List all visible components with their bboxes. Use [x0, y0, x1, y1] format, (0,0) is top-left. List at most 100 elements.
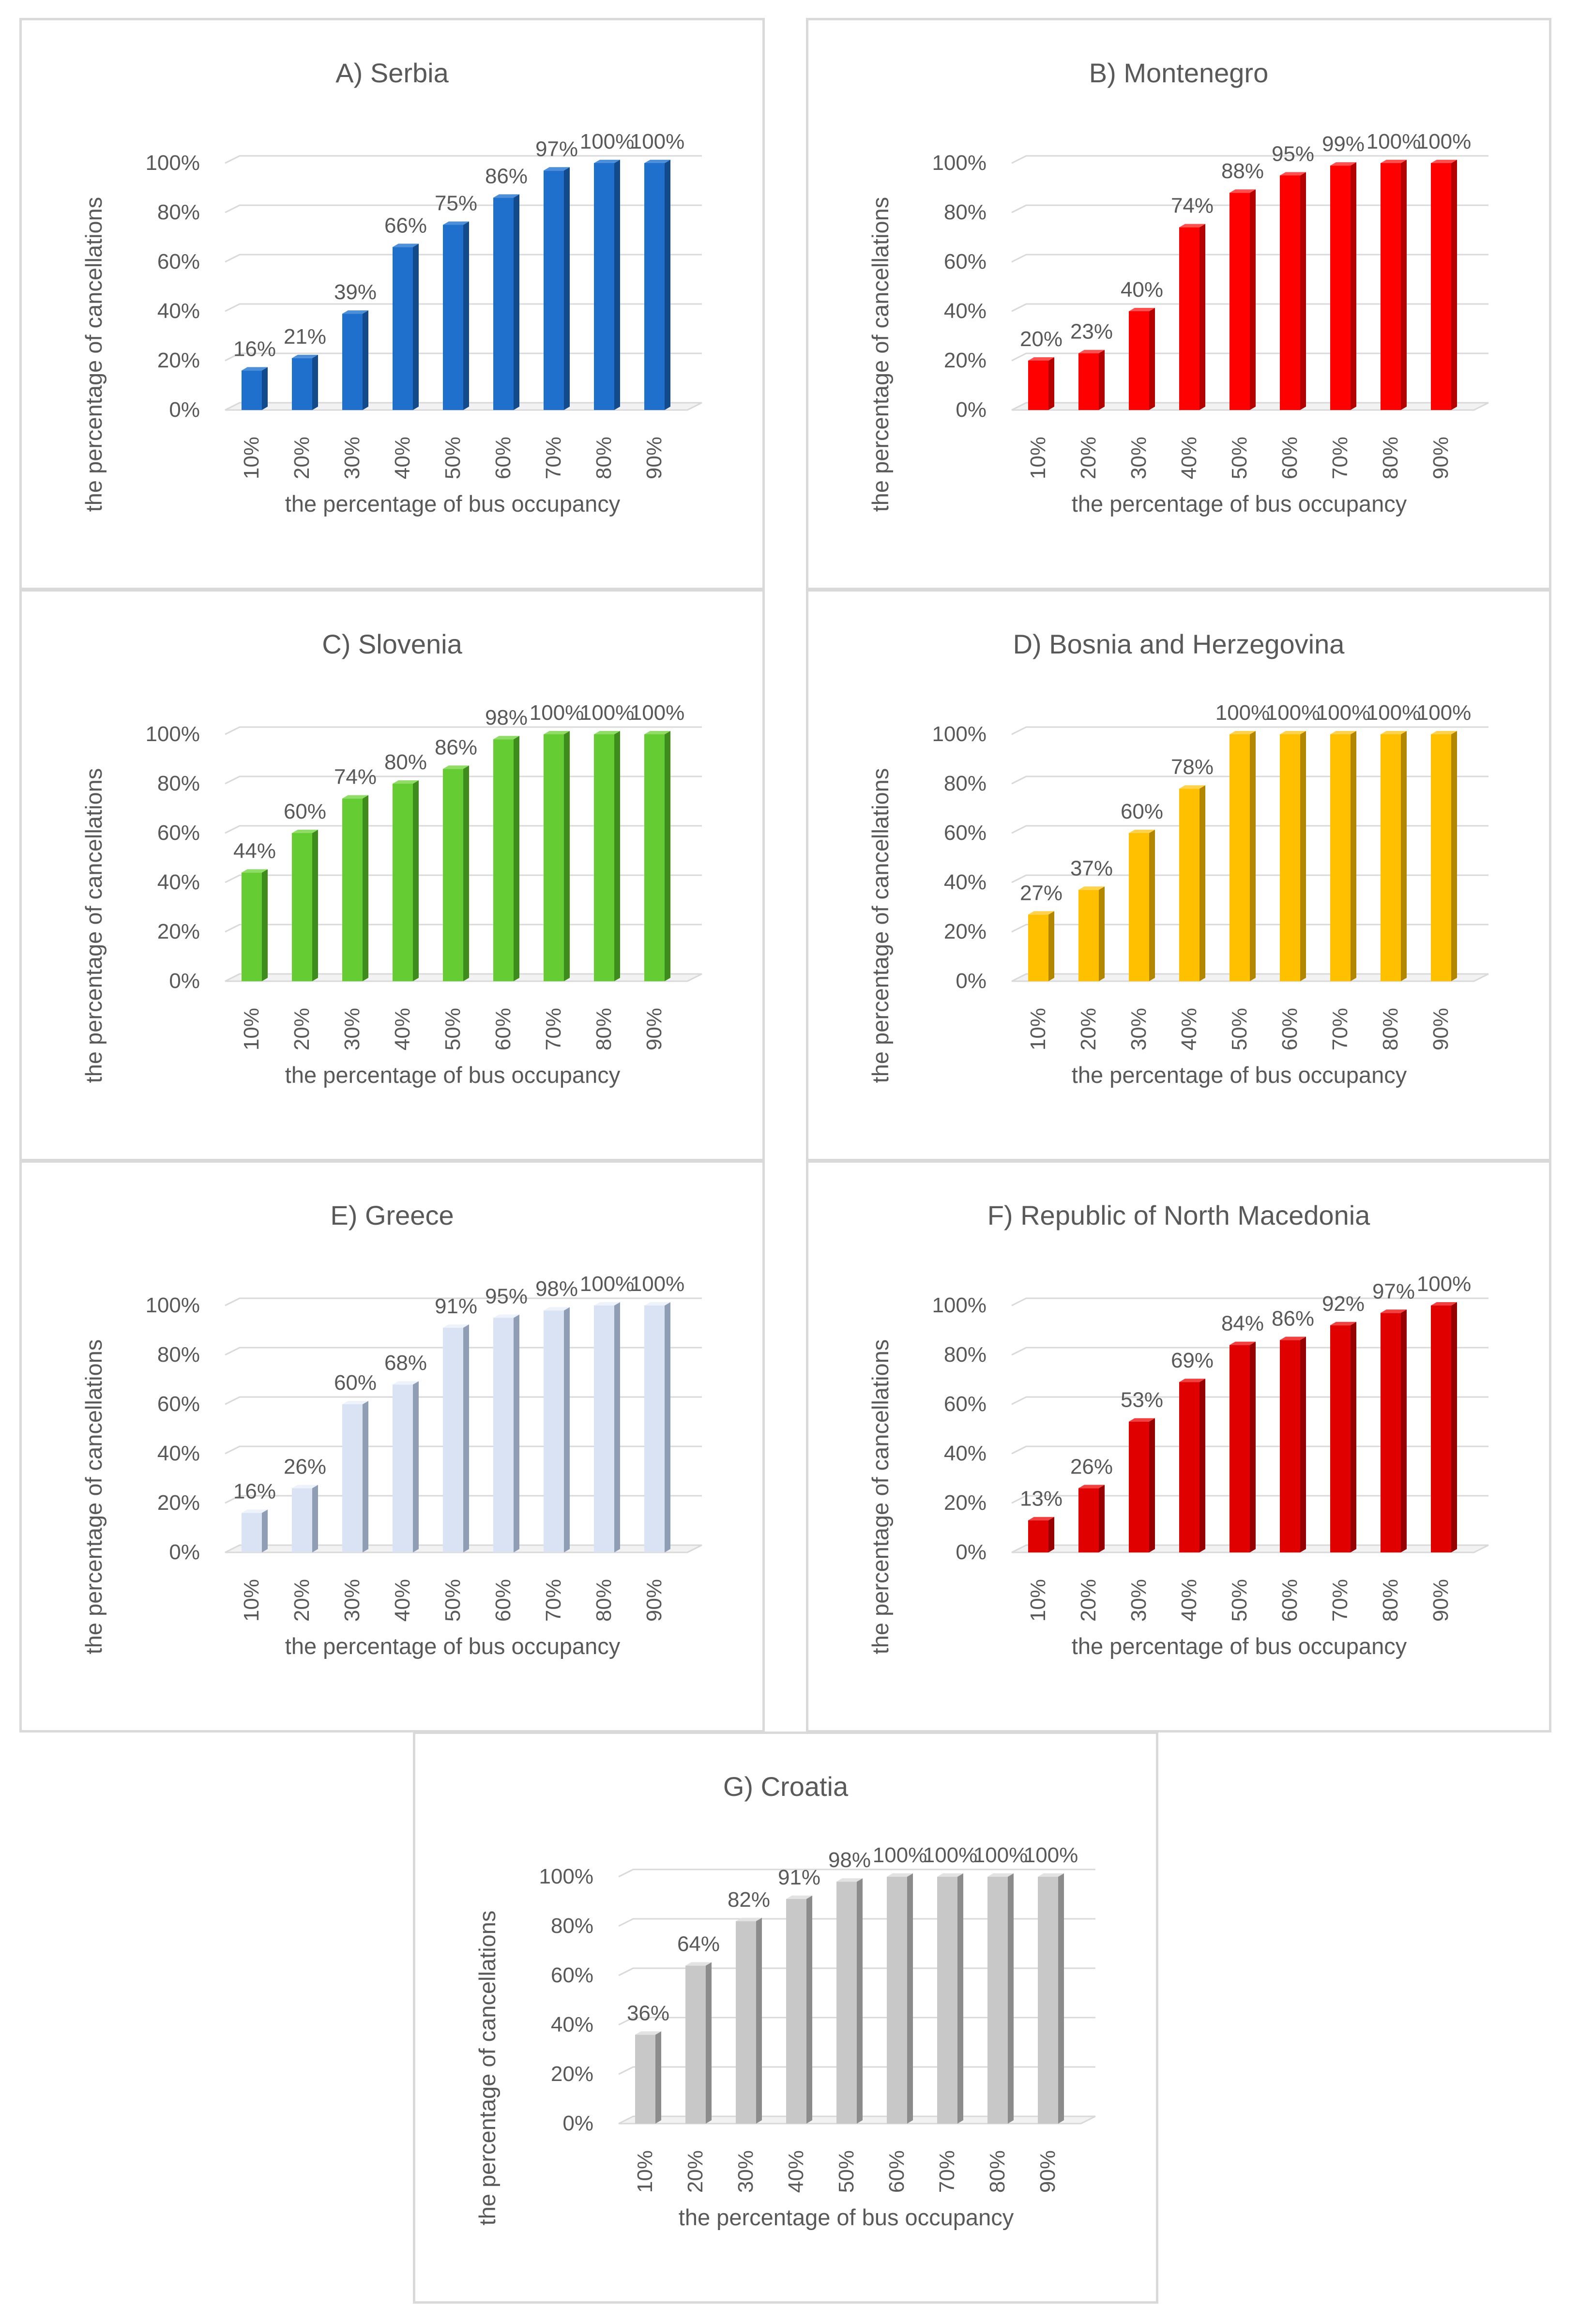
bar-side	[463, 765, 469, 981]
bar	[1179, 1379, 1205, 1552]
x-tick-label: 40%	[391, 437, 414, 479]
bar	[1179, 224, 1205, 410]
bar-front	[1381, 163, 1401, 410]
y-tick-label: 80%	[157, 772, 200, 795]
bar-top	[1381, 160, 1407, 163]
y-tick-label: 60%	[157, 1392, 200, 1416]
data-label: 82%	[728, 1888, 770, 1912]
bar-front	[1280, 175, 1300, 410]
y-tick-label: 0%	[169, 1540, 200, 1564]
bar-top	[887, 1873, 913, 1877]
x-axis-label: the percentage of bus occupancy	[285, 491, 621, 516]
bar	[493, 1314, 519, 1552]
x-tick-label: 90%	[1429, 1579, 1453, 1622]
bar	[1330, 1321, 1356, 1552]
bar-top	[443, 765, 469, 769]
bar-front	[1230, 1345, 1250, 1552]
data-label: 74%	[1171, 194, 1214, 218]
bar-side	[1099, 1485, 1105, 1552]
bar	[1179, 785, 1205, 981]
bar-top	[1078, 349, 1105, 353]
bar	[493, 736, 519, 981]
bar-side	[614, 731, 620, 981]
bar-front	[443, 225, 463, 410]
bar-top	[1381, 1309, 1407, 1313]
bar-side	[262, 367, 268, 410]
y-tick-label: 80%	[944, 1343, 987, 1367]
bar-front	[736, 1921, 756, 2124]
bar-top	[644, 1302, 670, 1306]
data-label: 100%	[630, 130, 685, 153]
bar-top	[544, 731, 570, 734]
gridline	[1011, 1297, 1488, 1306]
bar	[493, 194, 519, 410]
x-tick-label: 40%	[391, 1579, 414, 1622]
bar-top	[1330, 1321, 1356, 1325]
bar	[544, 167, 570, 410]
bar-front	[443, 1327, 463, 1552]
y-tick-label: 80%	[944, 772, 987, 795]
y-tick-label: 20%	[157, 349, 200, 372]
data-label: 64%	[677, 1932, 720, 1956]
bar	[1129, 1418, 1155, 1552]
bar-side	[463, 221, 469, 410]
y-axis-label: the percentage of cancellations	[81, 768, 106, 1083]
data-label: 100%	[1366, 130, 1421, 153]
bar	[292, 830, 318, 981]
chart-title: C) Slovenia	[322, 629, 462, 659]
x-tick-label: 90%	[642, 1579, 666, 1622]
x-tick-label: 40%	[784, 2150, 808, 2193]
x-axis-label: the percentage of bus occupancy	[679, 2204, 1014, 2230]
bar-front	[1280, 1340, 1300, 1552]
bar-top	[242, 367, 268, 371]
y-tick-label: 100%	[145, 1293, 200, 1317]
bar	[443, 1324, 469, 1552]
x-axis-label: the percentage of bus occupancy	[1072, 1062, 1407, 1088]
data-label: 16%	[233, 1479, 276, 1503]
x-tick-label: 30%	[340, 1008, 364, 1050]
bar-side	[363, 310, 368, 410]
bar-top	[544, 167, 570, 171]
y-axis-label: the percentage of cancellations	[474, 1911, 500, 2226]
bar-front	[292, 358, 312, 410]
bar-top	[1028, 1517, 1054, 1520]
bar-front	[887, 1877, 907, 2124]
x-tick-label: 10%	[1026, 437, 1050, 479]
bar-side	[514, 194, 519, 410]
bar-top	[1280, 1337, 1306, 1340]
bar	[292, 1485, 318, 1552]
bar-front	[1280, 734, 1300, 981]
bar	[635, 2031, 661, 2124]
bar-front	[493, 739, 514, 981]
bar	[1381, 731, 1407, 981]
bar	[1078, 349, 1105, 410]
bar-side	[665, 731, 670, 981]
bar-top	[1179, 224, 1205, 228]
bar-top	[443, 1324, 469, 1328]
bar-top	[342, 795, 368, 799]
data-label: 97%	[535, 137, 578, 161]
chart-svg: 0% 20% 40% 60% 80% 100% 27% 10% 37% 20% 60% 30% 78% 4…	[867, 629, 1489, 1088]
x-tick-label: 60%	[491, 437, 515, 479]
bar	[1381, 1309, 1407, 1552]
bar-top	[393, 243, 419, 247]
bar	[1280, 172, 1306, 410]
y-tick-label: 100%	[932, 722, 987, 746]
chart-panel-greece: 0% 20% 40% 60% 80% 100% 16% 10% 26% 20% 60% 30% 68% 4…	[19, 1160, 765, 1732]
x-tick-label: 30%	[1127, 1579, 1151, 1622]
x-tick-label: 80%	[592, 1008, 616, 1050]
data-label: 20%	[1020, 327, 1063, 351]
data-label: 40%	[1121, 278, 1163, 302]
bar-side	[463, 1324, 469, 1552]
x-tick-label: 30%	[734, 2150, 758, 2193]
x-tick-label: 80%	[592, 437, 616, 479]
x-tick-label: 60%	[885, 2150, 909, 2193]
x-tick-label: 70%	[1328, 1579, 1352, 1622]
y-tick-label: 60%	[157, 250, 200, 273]
bar	[1230, 731, 1256, 981]
bar	[1330, 162, 1356, 410]
bar-front	[242, 370, 262, 410]
bar	[1129, 308, 1155, 410]
bar-side	[957, 1873, 963, 2124]
bar	[443, 765, 469, 981]
